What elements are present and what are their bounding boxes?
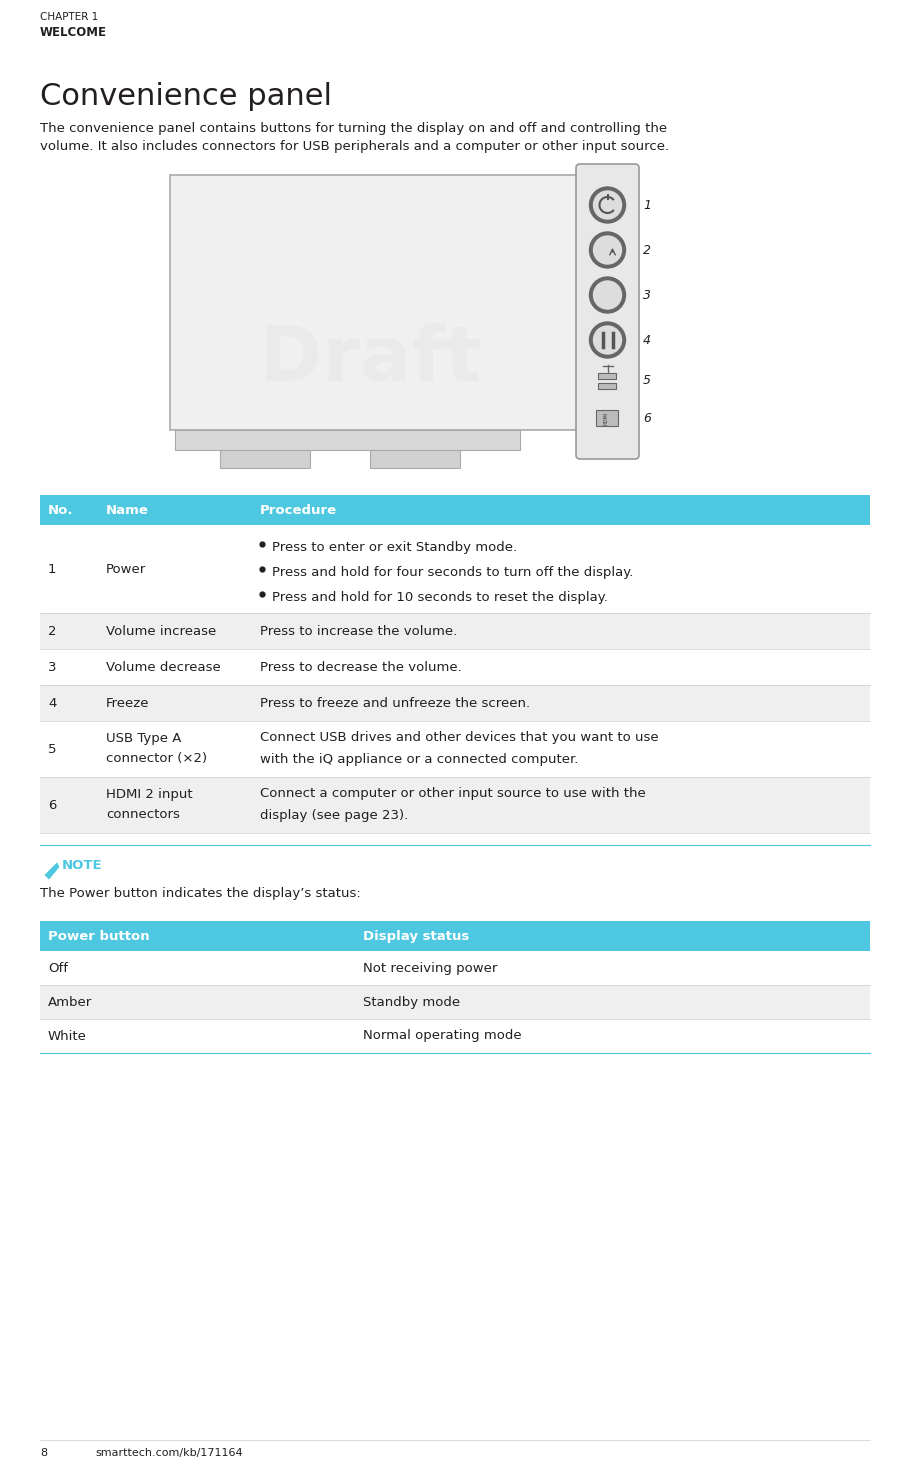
Text: Press and hold for four seconds to turn off the display.: Press and hold for four seconds to turn … (272, 566, 633, 579)
Text: NOTE: NOTE (62, 858, 103, 872)
Circle shape (590, 187, 625, 223)
Text: 5: 5 (643, 373, 651, 387)
Text: 4: 4 (48, 697, 57, 710)
Text: Volume increase: Volume increase (106, 625, 216, 638)
Bar (40, 778, 870, 833)
Text: Display status: Display status (364, 929, 470, 942)
Text: Draft: Draft (259, 323, 482, 397)
Text: CHAPTER 1: CHAPTER 1 (40, 12, 98, 22)
Bar (40, 720, 870, 778)
Text: No.: No. (48, 504, 74, 516)
Text: 6: 6 (48, 798, 57, 811)
Circle shape (590, 276, 625, 313)
Bar (598, 373, 616, 379)
Circle shape (593, 237, 622, 265)
Text: WELCOME: WELCOME (40, 26, 107, 40)
FancyBboxPatch shape (175, 431, 520, 450)
Text: display (see page 23).: display (see page 23). (259, 810, 408, 822)
Text: connector (×2): connector (×2) (106, 753, 207, 766)
Text: connectors: connectors (106, 809, 180, 822)
Text: 2: 2 (48, 625, 57, 638)
Text: White: White (48, 1029, 87, 1042)
Text: Power: Power (106, 563, 147, 575)
Text: Connect a computer or other input source to use with the: Connect a computer or other input source… (259, 788, 645, 800)
Text: Freeze: Freeze (106, 697, 149, 710)
Text: Power button: Power button (48, 929, 149, 942)
Text: 8: 8 (40, 1448, 47, 1458)
Bar (40, 648, 870, 685)
Text: 2: 2 (643, 244, 651, 256)
Text: 3: 3 (643, 288, 651, 301)
Text: 6: 6 (643, 412, 651, 425)
Text: Connect USB drives and other devices that you want to use: Connect USB drives and other devices tha… (259, 731, 658, 744)
Circle shape (593, 191, 622, 219)
Text: The Power button indicates the display’s status:: The Power button indicates the display’s… (40, 886, 361, 900)
Text: with the iQ appliance or a connected computer.: with the iQ appliance or a connected com… (259, 753, 578, 766)
Circle shape (593, 326, 622, 354)
Text: Press and hold for 10 seconds to reset the display.: Press and hold for 10 seconds to reset t… (272, 591, 608, 604)
Bar (40, 985, 870, 1019)
Text: Press to increase the volume.: Press to increase the volume. (259, 625, 457, 638)
Text: Name: Name (106, 504, 149, 516)
Text: 3: 3 (48, 660, 57, 673)
Bar (40, 613, 870, 648)
Bar (40, 495, 870, 525)
Polygon shape (45, 863, 59, 879)
FancyBboxPatch shape (170, 175, 590, 431)
Text: 5: 5 (48, 742, 57, 756)
Text: Procedure: Procedure (259, 504, 337, 516)
Text: HDMI 2 input: HDMI 2 input (106, 788, 193, 801)
Text: volume. It also includes connectors for USB peripherals and a computer or other : volume. It also includes connectors for … (40, 140, 669, 153)
Text: The convenience panel contains buttons for turning the display on and off and co: The convenience panel contains buttons f… (40, 122, 667, 135)
Text: Amber: Amber (48, 995, 92, 1008)
Text: HDMI: HDMI (604, 412, 609, 425)
Text: Off: Off (48, 961, 68, 975)
Circle shape (593, 281, 622, 309)
Bar (220, 450, 310, 467)
Circle shape (590, 232, 625, 268)
Bar (598, 384, 616, 390)
Bar (40, 1019, 870, 1053)
Text: Not receiving power: Not receiving power (364, 961, 498, 975)
Text: Convenience panel: Convenience panel (40, 82, 332, 112)
Text: Normal operating mode: Normal operating mode (364, 1029, 522, 1042)
Text: 1: 1 (48, 563, 57, 575)
Bar (370, 450, 460, 467)
Bar (40, 685, 870, 720)
Text: Press to freeze and unfreeze the screen.: Press to freeze and unfreeze the screen. (259, 697, 530, 710)
Bar (40, 922, 870, 951)
Text: USB Type A: USB Type A (106, 732, 182, 745)
Circle shape (590, 322, 625, 359)
Bar (596, 410, 617, 426)
Text: smarttech.com/kb/171164: smarttech.com/kb/171164 (95, 1448, 243, 1458)
Text: 1: 1 (643, 198, 651, 212)
Text: Press to enter or exit Standby mode.: Press to enter or exit Standby mode. (272, 541, 517, 554)
Text: Standby mode: Standby mode (364, 995, 461, 1008)
Bar (40, 951, 870, 985)
Text: Volume decrease: Volume decrease (106, 660, 220, 673)
Bar (40, 525, 870, 613)
Text: Press to decrease the volume.: Press to decrease the volume. (259, 660, 462, 673)
FancyBboxPatch shape (576, 165, 639, 459)
Text: 4: 4 (643, 334, 651, 347)
